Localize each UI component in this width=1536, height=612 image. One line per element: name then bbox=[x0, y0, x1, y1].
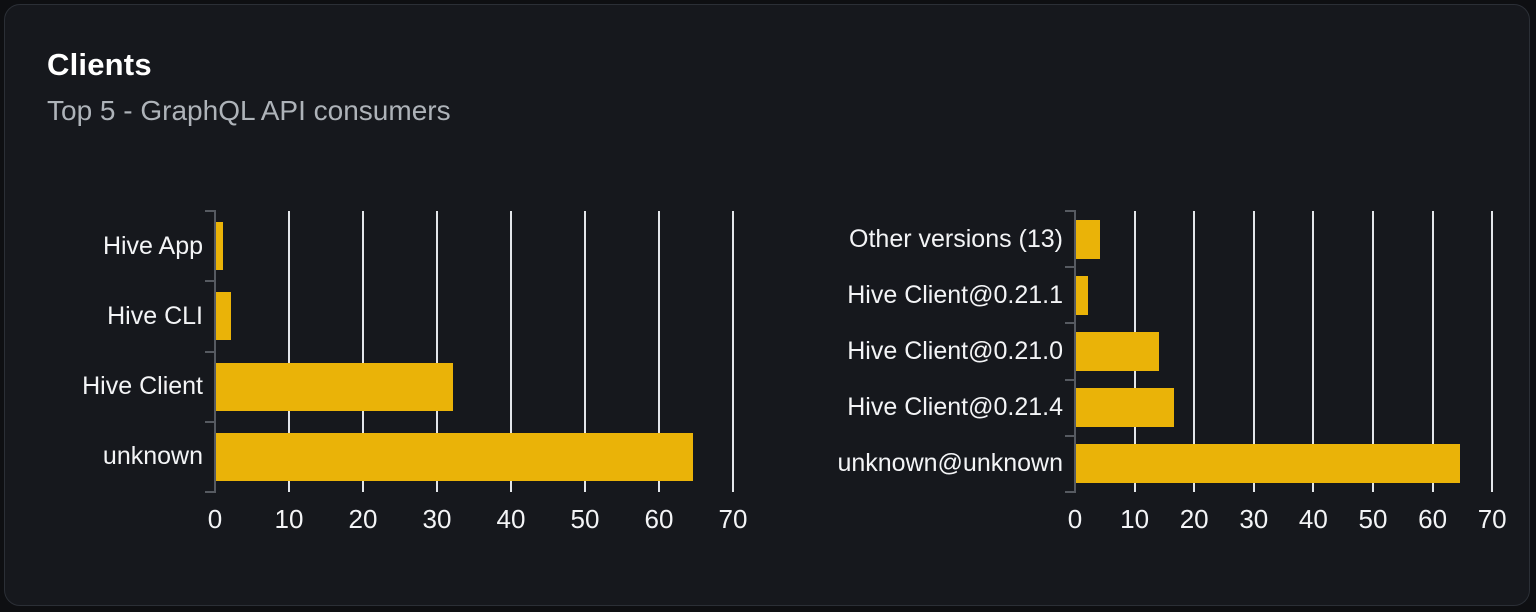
clients-panel: Clients Top 5 - GraphQL API consumers Hi… bbox=[4, 4, 1530, 606]
y-axis-tick bbox=[205, 420, 214, 423]
x-tick-label-70: 70 bbox=[718, 504, 748, 534]
panel-title: Clients bbox=[47, 47, 152, 82]
bar-hive-client-0-21-0[interactable] bbox=[1076, 332, 1160, 371]
x-tick-label-50: 50 bbox=[570, 504, 600, 534]
category-label-hive-cli: Hive CLI bbox=[107, 301, 203, 330]
panel-subtitle: Top 5 - GraphQL API consumers bbox=[47, 95, 451, 126]
bar-hive-app[interactable] bbox=[216, 222, 224, 271]
gridline-40 bbox=[510, 211, 512, 492]
x-tick-label-40: 40 bbox=[1298, 504, 1328, 534]
gridline-10 bbox=[288, 211, 290, 492]
gridline-30 bbox=[436, 211, 438, 492]
x-tick-label-20: 20 bbox=[1179, 504, 1209, 534]
bar-unknown-unknown[interactable] bbox=[1076, 444, 1461, 484]
x-tick-label-0: 0 bbox=[207, 504, 223, 534]
x-tick-label-30: 30 bbox=[1239, 504, 1269, 534]
y-axis-tick bbox=[1065, 266, 1074, 269]
x-tick-label-50: 50 bbox=[1358, 504, 1388, 534]
x-tick-label-30: 30 bbox=[422, 504, 452, 534]
gridline-30 bbox=[1252, 211, 1255, 492]
plot-area: 0 10 20 30 40 50 60 70 bbox=[205, 210, 755, 534]
y-axis-tick bbox=[205, 280, 214, 283]
category-label-unknown: unknown bbox=[102, 442, 203, 471]
gridline-60 bbox=[1431, 211, 1434, 492]
plot-area: 0 10 20 30 40 50 60 70 bbox=[1065, 210, 1514, 534]
x-tick-label-40: 40 bbox=[496, 504, 526, 534]
bar-unknown[interactable] bbox=[216, 432, 694, 481]
gridline-50 bbox=[584, 211, 586, 492]
gridline-50 bbox=[1372, 211, 1374, 492]
category-label-hive-client-0-21-0: Hive Client@0.21.0 bbox=[847, 336, 1063, 365]
gridline-70 bbox=[732, 211, 734, 492]
x-tick-label-60: 60 bbox=[1418, 504, 1448, 534]
gridline-70 bbox=[1491, 211, 1494, 492]
category-label-hive-client: Hive Client bbox=[82, 372, 203, 401]
x-tick-label-60: 60 bbox=[644, 504, 674, 534]
x-tick-label-70: 70 bbox=[1477, 504, 1507, 534]
x-tick-label-20: 20 bbox=[348, 504, 378, 534]
category-label-other-versions-13: Other versions (13) bbox=[849, 224, 1063, 253]
y-axis-tick bbox=[205, 491, 214, 493]
category-label-hive-client-0-21-1: Hive Client@0.21.1 bbox=[847, 280, 1063, 309]
y-axis-tick bbox=[1065, 434, 1074, 437]
gridline-60 bbox=[658, 211, 660, 492]
gridline-40 bbox=[1312, 211, 1315, 492]
bar-hive-client[interactable] bbox=[216, 362, 453, 411]
category-label-hive-client-0-21-4: Hive Client@0.21.4 bbox=[847, 393, 1063, 422]
y-axis-tick bbox=[205, 350, 214, 353]
bar-hive-client-0-21-4[interactable] bbox=[1076, 388, 1175, 428]
gridline-20 bbox=[362, 211, 364, 492]
x-tick-label-0: 0 bbox=[1067, 504, 1083, 534]
y-axis-tick bbox=[1065, 210, 1074, 212]
gridline-20 bbox=[1193, 211, 1196, 492]
y-axis-tick bbox=[1065, 322, 1074, 325]
y-axis-line bbox=[1074, 210, 1076, 493]
bar-hive-cli[interactable] bbox=[216, 292, 231, 341]
x-tick-label-10: 10 bbox=[274, 504, 304, 534]
x-tick-label-10: 10 bbox=[1120, 504, 1150, 534]
y-axis-tick bbox=[1065, 378, 1074, 381]
y-axis-line bbox=[214, 210, 216, 493]
y-axis-tick bbox=[1065, 491, 1074, 493]
bar-hive-client-0-21-1[interactable] bbox=[1076, 275, 1088, 315]
y-axis-tick bbox=[205, 210, 214, 212]
bar-other-versions-13[interactable] bbox=[1076, 219, 1100, 259]
category-label-hive-app: Hive App bbox=[102, 231, 203, 260]
category-label-unknown-unknown: unknown@unknown bbox=[837, 449, 1063, 478]
